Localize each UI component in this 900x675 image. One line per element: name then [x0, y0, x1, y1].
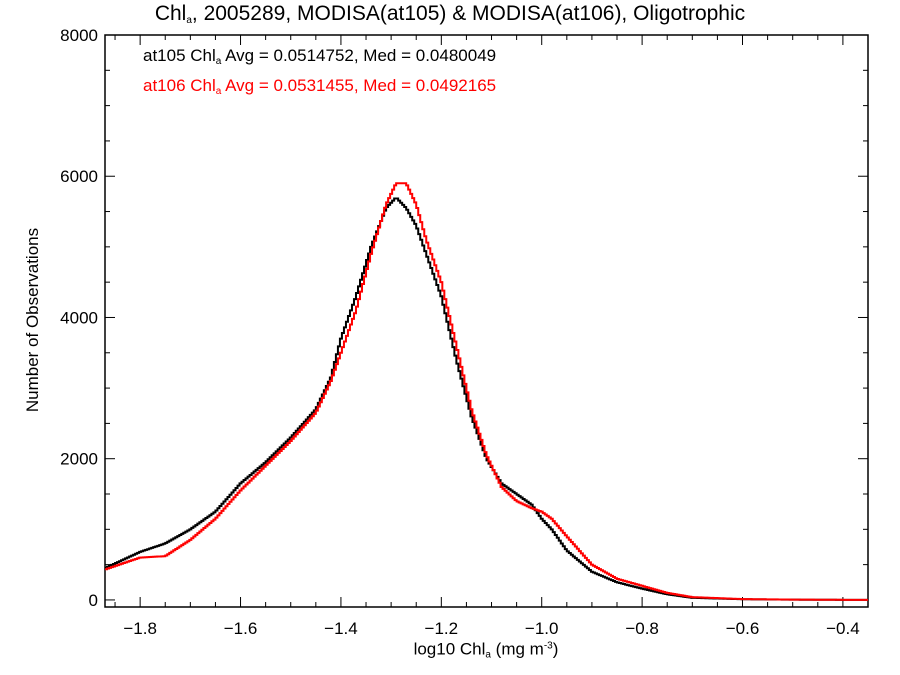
y-tick-label: 6000: [60, 167, 98, 186]
plot-frame: [104, 34, 869, 608]
x-tick-label: −0.6: [726, 619, 760, 638]
y-tick-label: 4000: [60, 308, 98, 327]
x-tick-label: −1.6: [224, 619, 258, 638]
x-tick-label: −0.8: [625, 619, 659, 638]
x-tick-label: −1.4: [324, 619, 358, 638]
x-tick-label: −1.8: [123, 619, 157, 638]
y-axis-label: Number of Observations: [23, 227, 42, 413]
chart-title: Chla, 2005289, MODISA(at105) & MODISA(at…: [154, 2, 746, 26]
x-tick-label: −1.2: [425, 619, 459, 638]
x-tick-label: −1.0: [525, 619, 559, 638]
y-tick-label: 2000: [60, 450, 98, 469]
stat-line-at105: at105 Chla Avg = 0.0514752, Med = 0.0480…: [143, 46, 497, 67]
histogram-series: [105, 182, 868, 601]
series-at106: [105, 182, 868, 601]
y-tick-label: 8000: [60, 26, 98, 45]
x-tick-label: −0.4: [826, 619, 860, 638]
series-at105: [105, 197, 868, 601]
stat-line-at106: at106 Chla Avg = 0.0531455, Med = 0.0492…: [143, 76, 497, 97]
x-axis-label: log10 Chla (mg m-3): [413, 639, 559, 661]
y-tick-label: 0: [89, 591, 98, 610]
